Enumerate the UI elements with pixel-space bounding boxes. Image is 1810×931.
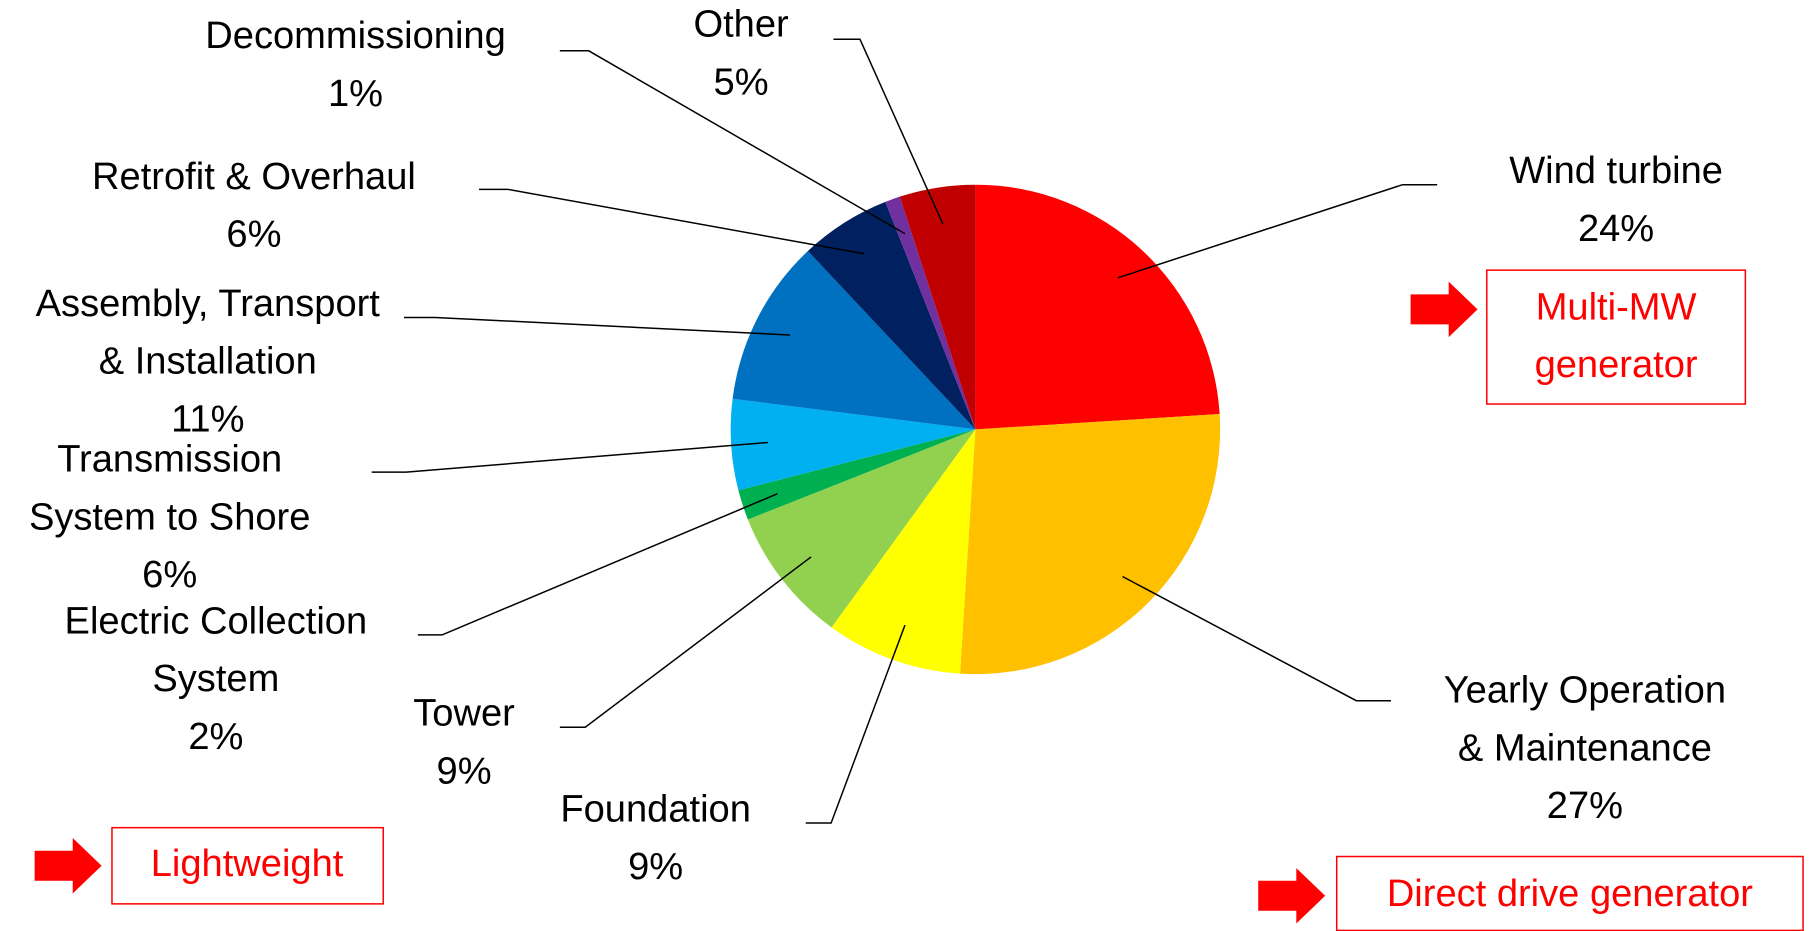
annotation-box xyxy=(1486,269,1747,405)
pie-slice xyxy=(730,398,976,491)
leader-line xyxy=(559,556,812,728)
leader-line xyxy=(805,624,906,824)
slice-label: Wind turbine xyxy=(1509,150,1723,192)
pie-slice xyxy=(885,196,976,430)
leader-line xyxy=(833,38,944,225)
slice-label: Decommissioning xyxy=(205,15,506,57)
leader-line xyxy=(371,441,768,473)
slice-value-label: 9% xyxy=(437,750,492,792)
slice-value-label: 2% xyxy=(188,716,243,758)
slice-value-label: 27% xyxy=(1547,785,1623,827)
slice-label: Other xyxy=(693,4,789,46)
slice-value-label: 6% xyxy=(142,554,197,596)
slice-label: Tower xyxy=(413,693,515,735)
leader-line xyxy=(479,188,865,255)
annotation-text: Direct drive generator xyxy=(1387,873,1753,915)
annotation-box xyxy=(111,826,384,905)
pie-slice xyxy=(738,429,976,520)
leader-line xyxy=(1122,575,1391,702)
leader-line xyxy=(1117,183,1438,279)
annotation-box xyxy=(1335,855,1804,931)
slice-value-label: 9% xyxy=(628,846,683,888)
slice-value-label: 6% xyxy=(226,214,281,256)
slice-value-label: 1% xyxy=(328,73,383,115)
pie-slice xyxy=(807,201,976,430)
pie-slice xyxy=(975,184,1220,430)
pie-slice xyxy=(960,414,1221,675)
pie-slice xyxy=(899,184,976,430)
pie-slice xyxy=(831,429,976,674)
slice-label: Assembly, Transport & Installation xyxy=(36,283,381,383)
slice-label: Transmission System to Shore xyxy=(29,439,310,539)
slice-label: Yearly Operation & Maintenance xyxy=(1444,670,1726,770)
annotation-arrow xyxy=(1410,281,1478,338)
annotation-text: Multi-MW generator xyxy=(1535,286,1698,386)
slice-label: Retrofit & Overhaul xyxy=(92,156,416,198)
leader-line xyxy=(559,50,906,235)
annotation-arrow xyxy=(1258,868,1326,924)
slice-value-label: 11% xyxy=(171,398,244,440)
slice-label: Electric Collection System xyxy=(65,600,368,700)
annotation-text: Lightweight xyxy=(151,843,344,885)
leader-line xyxy=(417,493,778,636)
leader-line xyxy=(404,316,791,336)
pie-slice xyxy=(747,429,976,628)
pie-slice xyxy=(732,251,976,430)
slice-value-label: 24% xyxy=(1578,208,1654,250)
slice-value-label: 5% xyxy=(714,61,769,103)
annotation-arrow xyxy=(34,838,102,894)
slice-label: Foundation xyxy=(560,789,751,831)
